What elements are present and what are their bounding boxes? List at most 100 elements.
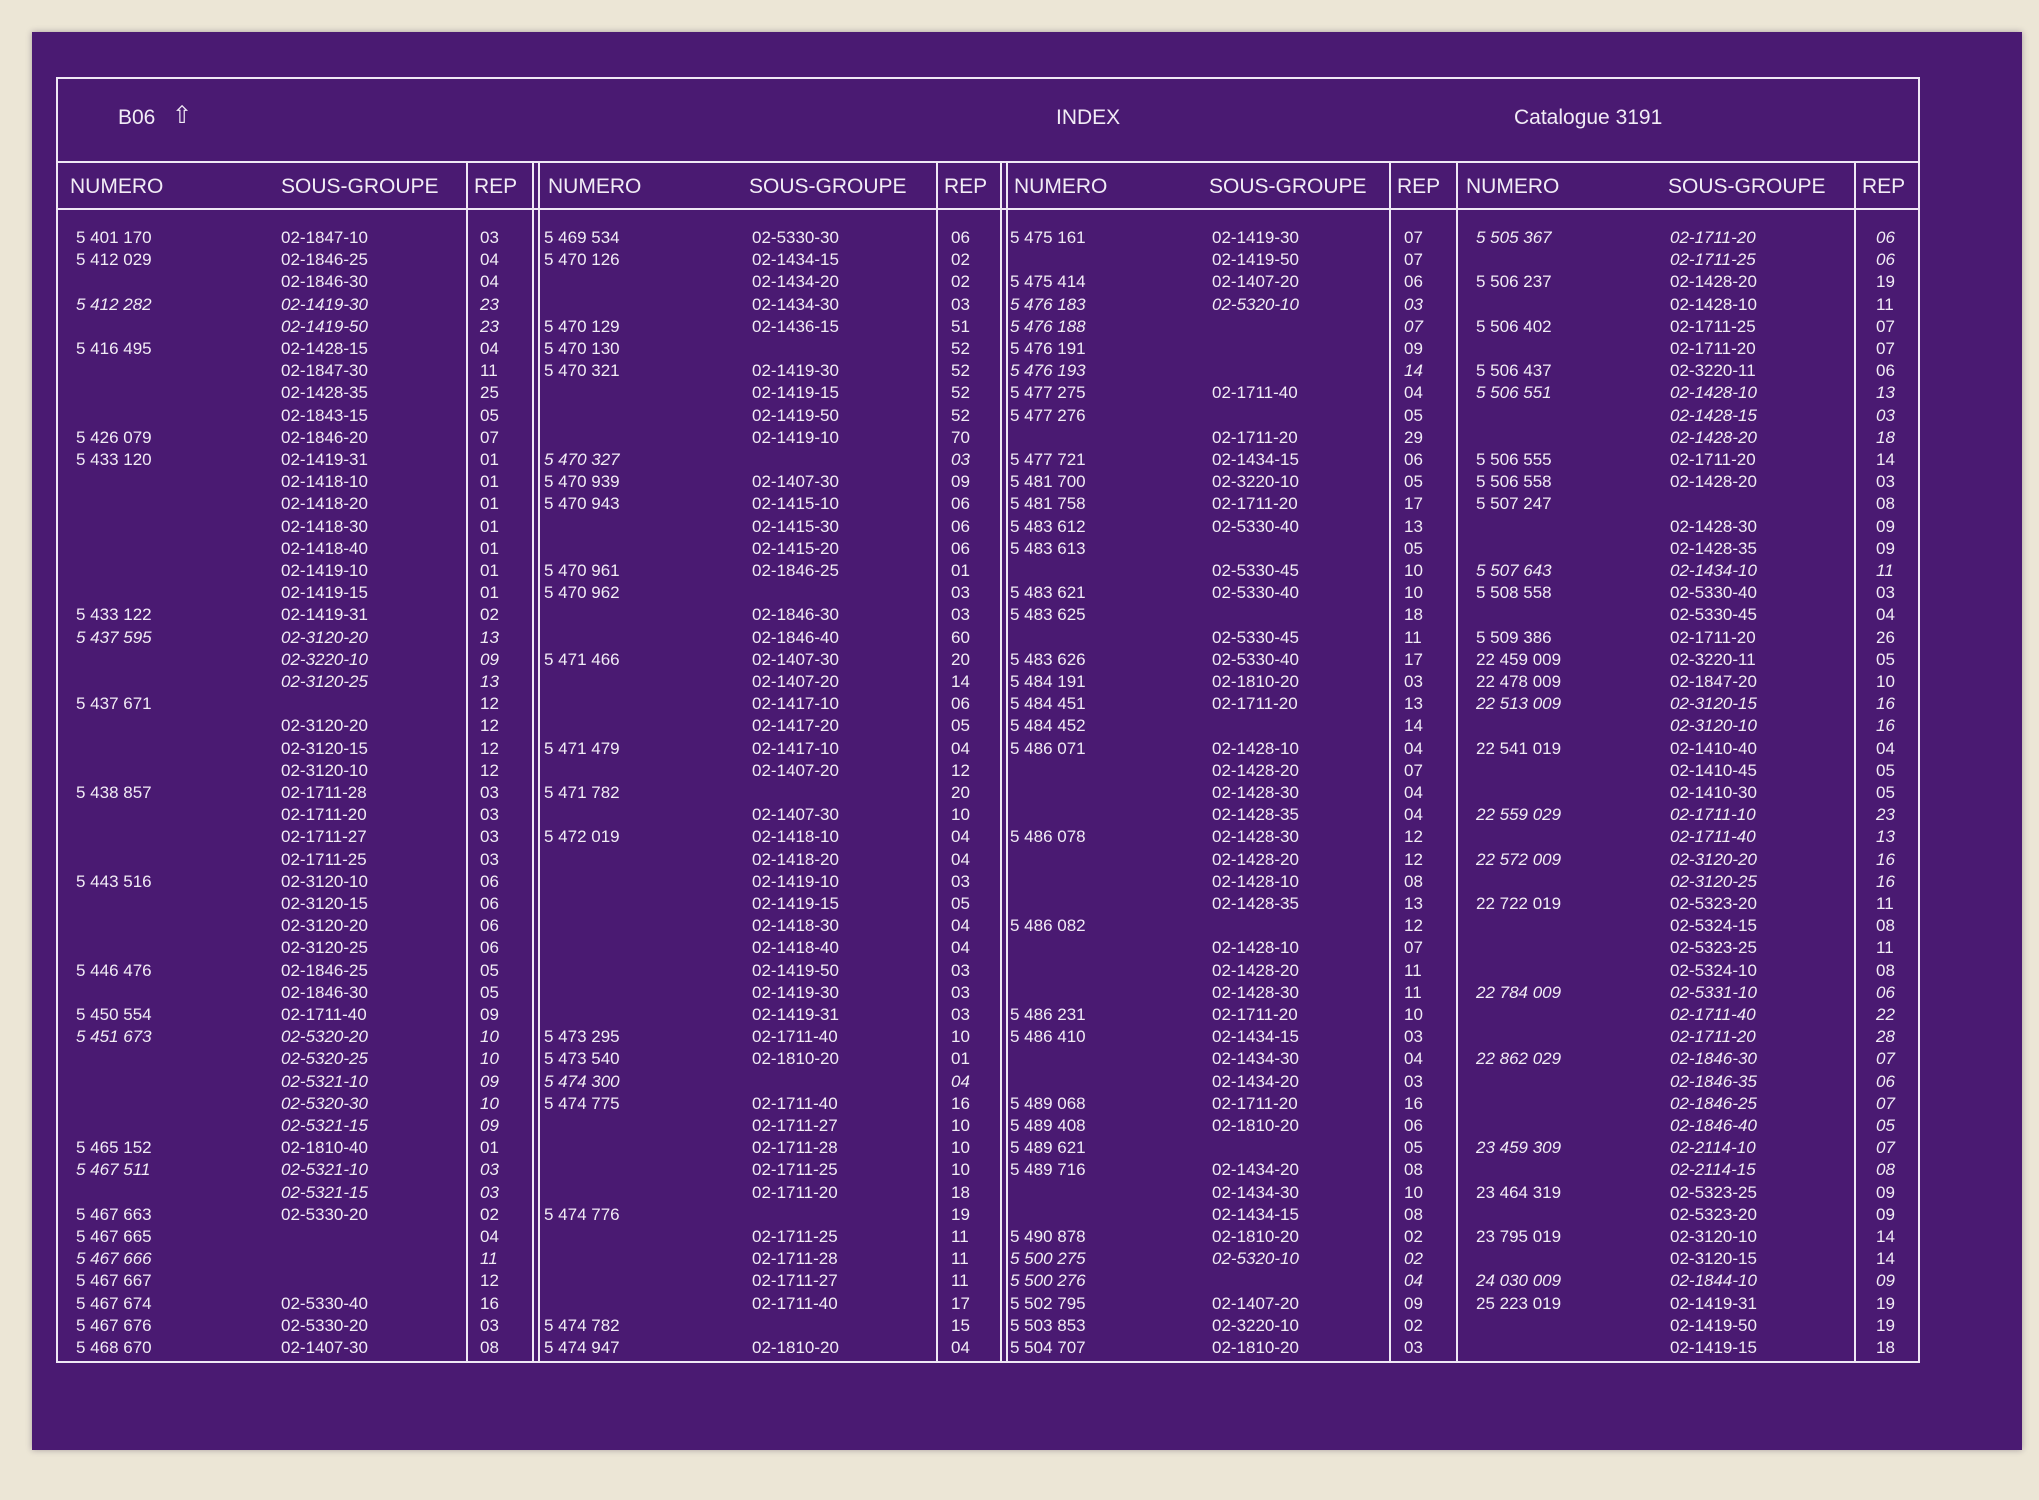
rep-cell: 07 bbox=[1404, 316, 1423, 336]
rep-cell: 19 bbox=[1876, 272, 1895, 292]
sous-groupe-cell: 02-3120-25 bbox=[281, 938, 368, 958]
sous-groupe-cell: 02-1428-35 bbox=[1212, 894, 1299, 913]
sous-groupe-cell: 02-1711-40 bbox=[752, 1093, 838, 1113]
rep-cell: 07 bbox=[1876, 1049, 1895, 1069]
numero-cell: 5 507 643 bbox=[1476, 561, 1552, 580]
rep-cell: 08 bbox=[1876, 1160, 1895, 1180]
sous-groupe-cell: 02-1846-25 bbox=[281, 960, 368, 980]
numero-cell: 5 426 079 bbox=[76, 427, 152, 447]
col-rep: REP bbox=[1862, 175, 1906, 198]
numero-cell: 5 474 300 bbox=[544, 1071, 620, 1091]
rep-cell: 04 bbox=[951, 849, 970, 869]
rep-cell: 06 bbox=[480, 871, 499, 891]
sous-groupe-cell: 02-1428-35 bbox=[281, 383, 368, 403]
catalogue-number: Catalogue 3191 bbox=[1514, 106, 1663, 129]
rep-cell: 04 bbox=[1404, 805, 1423, 825]
sous-groupe-cell: 02-5330-45 bbox=[1670, 605, 1757, 625]
numero-cell: 5 481 700 bbox=[1010, 472, 1086, 492]
sous-groupe-cell: 02-1711-20 bbox=[281, 805, 367, 825]
rep-cell: 09 bbox=[1876, 538, 1895, 558]
numero-cell: 5 489 716 bbox=[1010, 1160, 1086, 1180]
rep-cell: 03 bbox=[1404, 1071, 1423, 1091]
sous-groupe-cell: 02-1407-20 bbox=[752, 760, 839, 780]
sous-groupe-cell: 02-1711-25 bbox=[752, 1227, 838, 1246]
rep-cell: 03 bbox=[1404, 1338, 1423, 1357]
column-divider bbox=[538, 163, 540, 1361]
rep-cell: 20 bbox=[951, 783, 970, 802]
rep-cell: 28 bbox=[1876, 1027, 1895, 1047]
rep-cell: 07 bbox=[1876, 339, 1895, 358]
rep-cell: 12 bbox=[1404, 827, 1423, 847]
column-divider bbox=[1389, 163, 1391, 1361]
numero-cell: 5 477 275 bbox=[1010, 383, 1086, 403]
numero-cell: 5 500 275 bbox=[1010, 1249, 1086, 1269]
sous-groupe-cell: 02-1419-15 bbox=[1670, 1338, 1757, 1357]
sous-groupe-cell: 02-1711-27 bbox=[752, 1116, 838, 1135]
sous-groupe-cell: 02-1434-15 bbox=[752, 250, 839, 270]
rep-cell: 03 bbox=[951, 871, 970, 891]
numero-cell: 5 483 625 bbox=[1010, 605, 1086, 625]
rep-cell: 03 bbox=[480, 849, 499, 869]
rep-cell: 08 bbox=[480, 1338, 499, 1357]
column-divider bbox=[1000, 163, 1002, 1361]
rep-cell: 06 bbox=[1404, 450, 1423, 469]
rep-cell: 05 bbox=[951, 894, 970, 913]
rep-cell: 17 bbox=[1404, 494, 1423, 514]
col-numero: NUMERO bbox=[1014, 175, 1108, 198]
sous-groupe-cell: 02-1419-30 bbox=[1212, 228, 1299, 247]
numero-cell: 5 470 327 bbox=[544, 450, 620, 469]
numero-cell: 5 506 551 bbox=[1476, 383, 1552, 403]
numero-cell: 5 470 321 bbox=[544, 361, 620, 381]
sous-groupe-cell: 02-3120-15 bbox=[281, 738, 368, 758]
rep-cell: 12 bbox=[1404, 916, 1423, 936]
rep-cell: 09 bbox=[480, 1116, 499, 1135]
numero-cell: 5 481 758 bbox=[1010, 494, 1086, 514]
rep-cell: 10 bbox=[951, 1138, 970, 1158]
numero-cell: 5 484 451 bbox=[1010, 694, 1086, 714]
numero-cell: 5 437 595 bbox=[76, 627, 152, 647]
sous-groupe-cell: 02-1415-10 bbox=[752, 494, 839, 514]
rep-cell: 22 bbox=[1876, 1005, 1895, 1024]
sous-groupe-cell: 02-1846-40 bbox=[1670, 1116, 1757, 1135]
numero-cell: 5 486 078 bbox=[1010, 827, 1086, 847]
sous-groupe-cell: 02-1419-15 bbox=[752, 894, 839, 913]
numero-cell: 5 486 231 bbox=[1010, 1005, 1086, 1024]
sous-groupe-cell: 02-1810-20 bbox=[752, 1049, 839, 1069]
rep-cell: 16 bbox=[1404, 1093, 1423, 1113]
sous-groupe-cell: 02-1428-35 bbox=[1212, 805, 1299, 825]
numero-cell: 5 412 282 bbox=[76, 294, 152, 314]
table-body: 5 401 170 02-1847-10 03 5 412 029 02-1846-25… bbox=[58, 210, 1918, 1361]
col-rep: REP bbox=[1397, 175, 1441, 198]
rep-cell: 02 bbox=[480, 605, 499, 625]
sous-groupe-cell: 02-5330-40 bbox=[1212, 649, 1299, 669]
sous-groupe-cell: 02-1419-31 bbox=[281, 450, 368, 469]
sous-groupe-cell: 02-1418-10 bbox=[281, 472, 368, 492]
rep-cell: 02 bbox=[1404, 1227, 1423, 1246]
rep-cell: 02 bbox=[951, 272, 970, 292]
rep-cell: 05 bbox=[1876, 1116, 1895, 1135]
rep-cell: 03 bbox=[1404, 294, 1423, 314]
rep-cell: 52 bbox=[951, 405, 970, 425]
numero-cell: 5 472 019 bbox=[544, 827, 620, 847]
rep-cell: 04 bbox=[1876, 605, 1895, 625]
rep-cell: 06 bbox=[1876, 1071, 1895, 1091]
sous-groupe-cell: 02-5330-40 bbox=[281, 1293, 368, 1313]
numero-cell: 5 477 721 bbox=[1010, 450, 1086, 469]
rep-cell: 52 bbox=[951, 383, 970, 403]
rep-cell: 11 bbox=[1876, 894, 1894, 913]
rep-cell: 12 bbox=[480, 1271, 499, 1291]
rep-cell: 09 bbox=[480, 1071, 499, 1091]
sous-groupe-cell: 02-5330-40 bbox=[1212, 583, 1299, 603]
rep-cell: 09 bbox=[1876, 516, 1895, 536]
sous-groupe-cell: 02-1711-40 bbox=[1670, 827, 1756, 847]
numero-cell: 5 483 613 bbox=[1010, 538, 1086, 558]
numero-cell: 5 467 663 bbox=[76, 1204, 152, 1224]
sous-groupe-cell: 02-1711-28 bbox=[752, 1138, 838, 1158]
sous-groupe-cell: 02-1434-20 bbox=[1212, 1160, 1299, 1180]
sous-groupe-cell: 02-3120-10 bbox=[1670, 1227, 1757, 1246]
numero-cell: 22 572 009 bbox=[1476, 849, 1562, 869]
rep-cell: 12 bbox=[480, 716, 499, 736]
rep-cell: 04 bbox=[1404, 738, 1423, 758]
rep-cell: 04 bbox=[951, 1338, 970, 1357]
sous-groupe-cell: 02-1711-20 bbox=[752, 1182, 838, 1202]
